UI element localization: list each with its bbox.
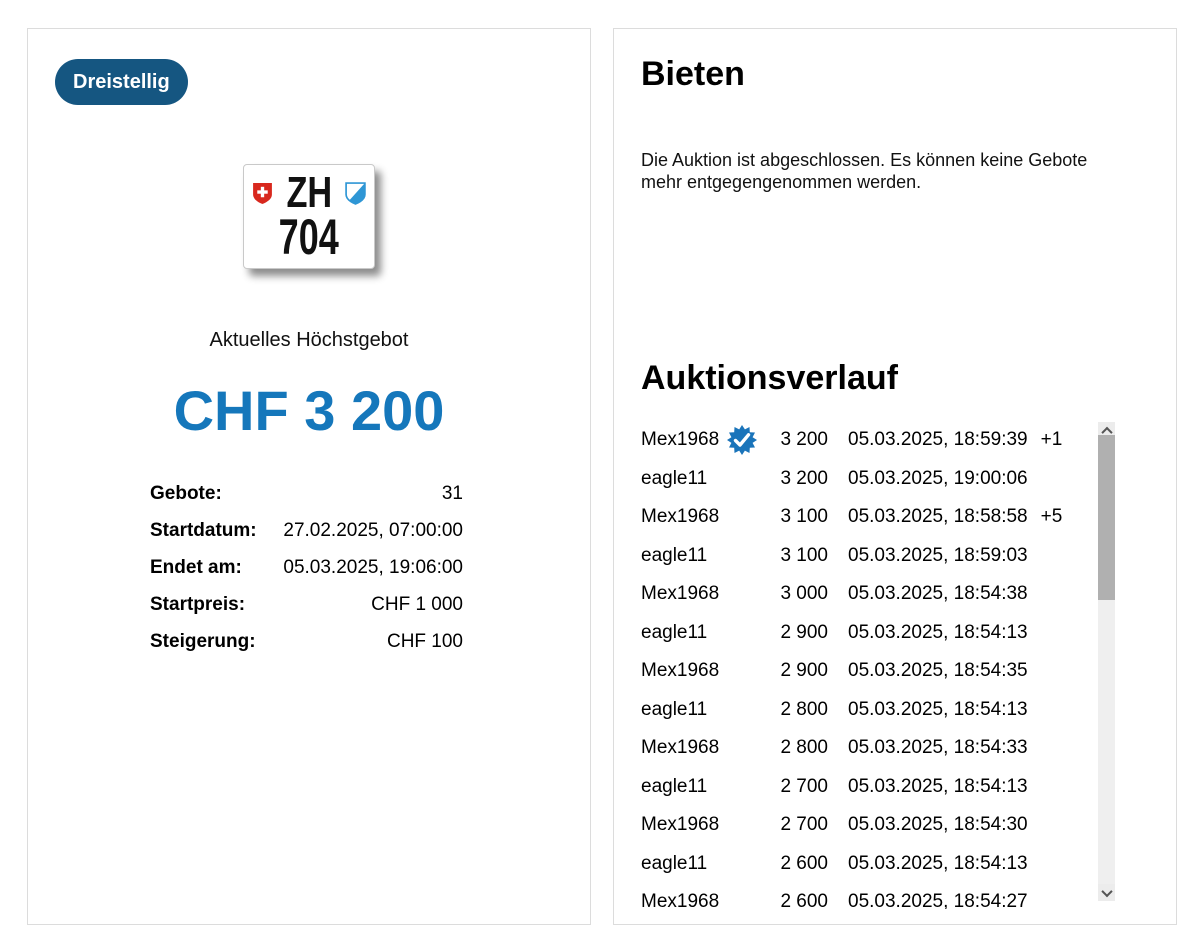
detail-label: Steigerung:	[150, 630, 256, 652]
auction-closed-message: Die Auktion ist abgeschlossen. Es können…	[641, 150, 1088, 192]
bid-row: eagle11 2 700 05.03.2025, 18:54:13	[641, 768, 1098, 807]
highest-bid-amount: CHF 3 200	[173, 379, 445, 442]
category-badge: Dreistellig	[55, 59, 188, 105]
bidding-panel: Bieten Die Auktion ist abgeschlossen. Es…	[613, 28, 1177, 925]
bid-amount: 2 600	[780, 852, 828, 874]
detail-value: 27.02.2025, 07:00:00	[283, 519, 463, 541]
bid-amount: 2 900	[780, 621, 828, 643]
bid-bidder: eagle11	[641, 775, 708, 797]
detail-row: Steigerung: CHF 100	[150, 623, 463, 660]
scroll-up-button[interactable]	[1098, 422, 1115, 439]
bid-time: 05.03.2025, 18:54:13	[848, 775, 1028, 797]
bid-row: eagle11 3 200 05.03.2025, 19:00:06	[641, 460, 1098, 499]
detail-label: Startdatum:	[150, 519, 257, 541]
bid-time: 05.03.2025, 18:59:03	[848, 544, 1028, 566]
bid-row: Mex1968 3 100 05.03.2025, 18:58:58 +5	[641, 498, 1098, 537]
bid-time: 05.03.2025, 18:54:35	[848, 660, 1028, 682]
bid-bidder: eagle11	[641, 698, 708, 720]
bid-amount: 3 100	[780, 544, 828, 566]
bid-amount: 3 200	[780, 429, 828, 451]
detail-row: Startpreis: CHF 1 000	[150, 586, 463, 623]
bid-time: 05.03.2025, 18:59:39	[848, 429, 1028, 451]
bid-time: 05.03.2025, 18:54:30	[848, 814, 1028, 836]
swiss-shield-icon	[252, 182, 273, 205]
bid-time: 05.03.2025, 18:58:58	[848, 506, 1028, 528]
bid-increment: +1	[1040, 429, 1063, 451]
bid-bidder: eagle11	[641, 852, 708, 874]
bid-amount: 3 100	[780, 506, 828, 528]
zurich-shield-icon	[345, 181, 367, 205]
bid-bidder: Mex1968	[641, 429, 720, 451]
highest-bid-label: Aktuelles Höchstgebot	[209, 329, 409, 351]
auction-detail-panel: Dreistellig ZH 704 Aktuelles	[27, 28, 591, 925]
bid-bidder: Mex1968	[641, 506, 720, 528]
license-plate: ZH 704	[243, 164, 375, 269]
bid-time: 05.03.2025, 18:54:38	[848, 583, 1028, 605]
bid-bidder: Mex1968	[641, 891, 720, 909]
bid-row: eagle11 2 600 05.03.2025, 18:54:13	[641, 845, 1098, 884]
scrollbar-thumb[interactable]	[1098, 435, 1115, 600]
bidding-title: Bieten	[641, 55, 745, 93]
details-list: Gebote: 31 Startdatum: 27.02.2025, 07:00…	[150, 475, 463, 660]
bid-row: Mex1968 2 700 05.03.2025, 18:54:30	[641, 806, 1098, 845]
bid-bidder: Mex1968	[641, 737, 720, 759]
bid-amount: 3 000	[780, 583, 828, 605]
detail-value: 05.03.2025, 19:06:00	[283, 556, 463, 578]
detail-label: Gebote:	[150, 482, 222, 504]
bid-bidder: eagle11	[641, 544, 708, 566]
bid-row: Mex1968 2 900 05.03.2025, 18:54:35	[641, 652, 1098, 691]
bid-bidder: Mex1968	[641, 814, 720, 836]
bid-time: 05.03.2025, 18:54:33	[848, 737, 1028, 759]
plate-canton-code: ZH	[286, 168, 332, 217]
verified-badge-icon	[727, 425, 758, 456]
bid-row: eagle11 3 100 05.03.2025, 18:59:03	[641, 537, 1098, 576]
bid-row: Mex1968 3 200 05.03.2025, 18:59:39 +1	[641, 421, 1098, 460]
bid-amount: 2 600	[780, 891, 828, 909]
scroll-down-button[interactable]	[1098, 884, 1115, 901]
detail-row: Endet am: 05.03.2025, 19:06:00	[150, 549, 463, 586]
bid-row: Mex1968 2 800 05.03.2025, 18:54:33	[641, 729, 1098, 768]
detail-label: Startpreis:	[150, 593, 246, 615]
bid-bidder: eagle11	[641, 467, 708, 489]
bid-time: 05.03.2025, 18:54:27	[848, 891, 1028, 909]
detail-value: CHF 1 000	[371, 593, 463, 615]
bid-time: 05.03.2025, 19:00:06	[848, 467, 1028, 489]
bid-amount: 2 800	[780, 737, 828, 759]
bid-amount: 2 900	[780, 660, 828, 682]
bid-bidder: Mex1968	[641, 660, 720, 682]
bid-amount: 2 700	[780, 775, 828, 797]
bid-bidder: Mex1968	[641, 583, 720, 605]
bid-history-list: Mex1968 3 200 05.03.2025, 18:59:39 +1 ea…	[641, 421, 1098, 909]
auction-history-title: Auktionsverlauf	[641, 359, 898, 397]
bid-time: 05.03.2025, 18:54:13	[848, 621, 1028, 643]
detail-row: Gebote: 31	[150, 475, 463, 512]
bid-time: 05.03.2025, 18:54:13	[848, 852, 1028, 874]
bid-row: eagle11 2 900 05.03.2025, 18:54:13	[641, 614, 1098, 653]
bid-amount: 3 200	[780, 467, 828, 489]
bid-time: 05.03.2025, 18:54:13	[848, 698, 1028, 720]
bid-row: Mex1968 2 600 05.03.2025, 18:54:27	[641, 883, 1098, 909]
bid-row: Mex1968 3 000 05.03.2025, 18:54:38	[641, 575, 1098, 614]
plate-number: 704	[278, 209, 340, 265]
detail-value: CHF 100	[386, 630, 463, 652]
bid-row: eagle11 2 800 05.03.2025, 18:54:13	[641, 691, 1098, 730]
bid-amount: 2 700	[780, 814, 828, 836]
bid-list-scrollbar[interactable]	[1098, 422, 1115, 901]
bid-bidder: eagle11	[641, 621, 708, 643]
bid-increment: +5	[1040, 506, 1063, 528]
detail-value: 31	[441, 482, 463, 504]
bid-amount: 2 800	[780, 698, 828, 720]
detail-row: Startdatum: 27.02.2025, 07:00:00	[150, 512, 463, 549]
chevron-down-icon	[1100, 885, 1113, 897]
detail-label: Endet am:	[150, 556, 242, 578]
